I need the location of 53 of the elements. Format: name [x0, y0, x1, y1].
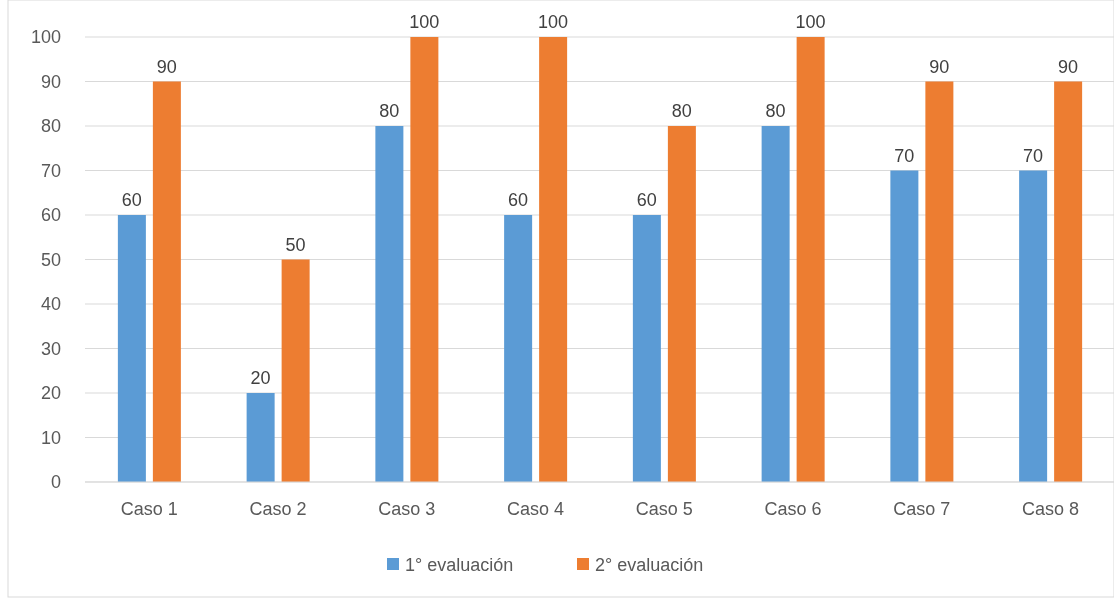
bar	[375, 126, 404, 482]
data-label: 90	[1058, 56, 1079, 77]
y-tick-label: 60	[40, 205, 61, 226]
bar	[539, 37, 568, 482]
bar	[1019, 170, 1048, 482]
bar	[890, 170, 919, 482]
bar	[796, 37, 825, 482]
y-tick-label: 10	[40, 427, 61, 448]
data-label: 90	[929, 56, 950, 77]
data-label: 70	[894, 145, 915, 166]
data-label: 80	[379, 101, 400, 121]
x-tick-label: Caso 4	[507, 499, 565, 519]
data-label: 80	[765, 101, 786, 121]
y-tick-label: 70	[40, 160, 61, 181]
y-tick-label: 20	[40, 383, 61, 404]
data-label: 90	[156, 56, 177, 77]
bar	[281, 259, 310, 482]
data-label: 100	[538, 12, 569, 32]
x-tick-label: Caso 8	[1022, 499, 1080, 519]
bar	[667, 126, 696, 482]
x-tick-label: Caso 1	[120, 499, 178, 519]
bar	[410, 37, 439, 482]
data-label: 100	[795, 12, 826, 32]
y-tick-label: 100	[30, 27, 61, 48]
bar	[117, 215, 146, 482]
bar	[152, 81, 181, 482]
x-tick-label: Caso 3	[378, 499, 436, 519]
legend-label: 1° evaluación	[405, 555, 514, 576]
data-label: 70	[1023, 145, 1044, 166]
data-label: 100	[409, 12, 440, 32]
data-label: 50	[285, 234, 306, 255]
bar	[761, 126, 790, 482]
data-label: 60	[636, 190, 657, 210]
y-tick-label: 90	[40, 71, 61, 92]
y-tick-label: 40	[40, 294, 61, 315]
bar	[1054, 81, 1083, 482]
bar	[504, 215, 533, 482]
y-tick-label: 50	[40, 249, 61, 270]
data-label: 60	[121, 190, 142, 210]
data-label: 60	[508, 190, 529, 210]
x-tick-label: Caso 6	[764, 499, 822, 519]
x-tick-label: Caso 5	[635, 499, 693, 519]
data-label: 20	[250, 368, 271, 388]
bar	[246, 393, 275, 482]
bar	[925, 81, 954, 482]
x-tick-label: Caso 2	[249, 499, 307, 519]
bar	[632, 215, 661, 482]
legend-label: 2° evaluación	[595, 555, 704, 576]
y-tick-label: 30	[40, 338, 61, 359]
x-tick-label: Caso 7	[893, 499, 951, 519]
y-tick-label: 80	[40, 116, 61, 137]
data-label: 80	[671, 101, 692, 121]
y-tick-label: 0	[50, 472, 61, 493]
